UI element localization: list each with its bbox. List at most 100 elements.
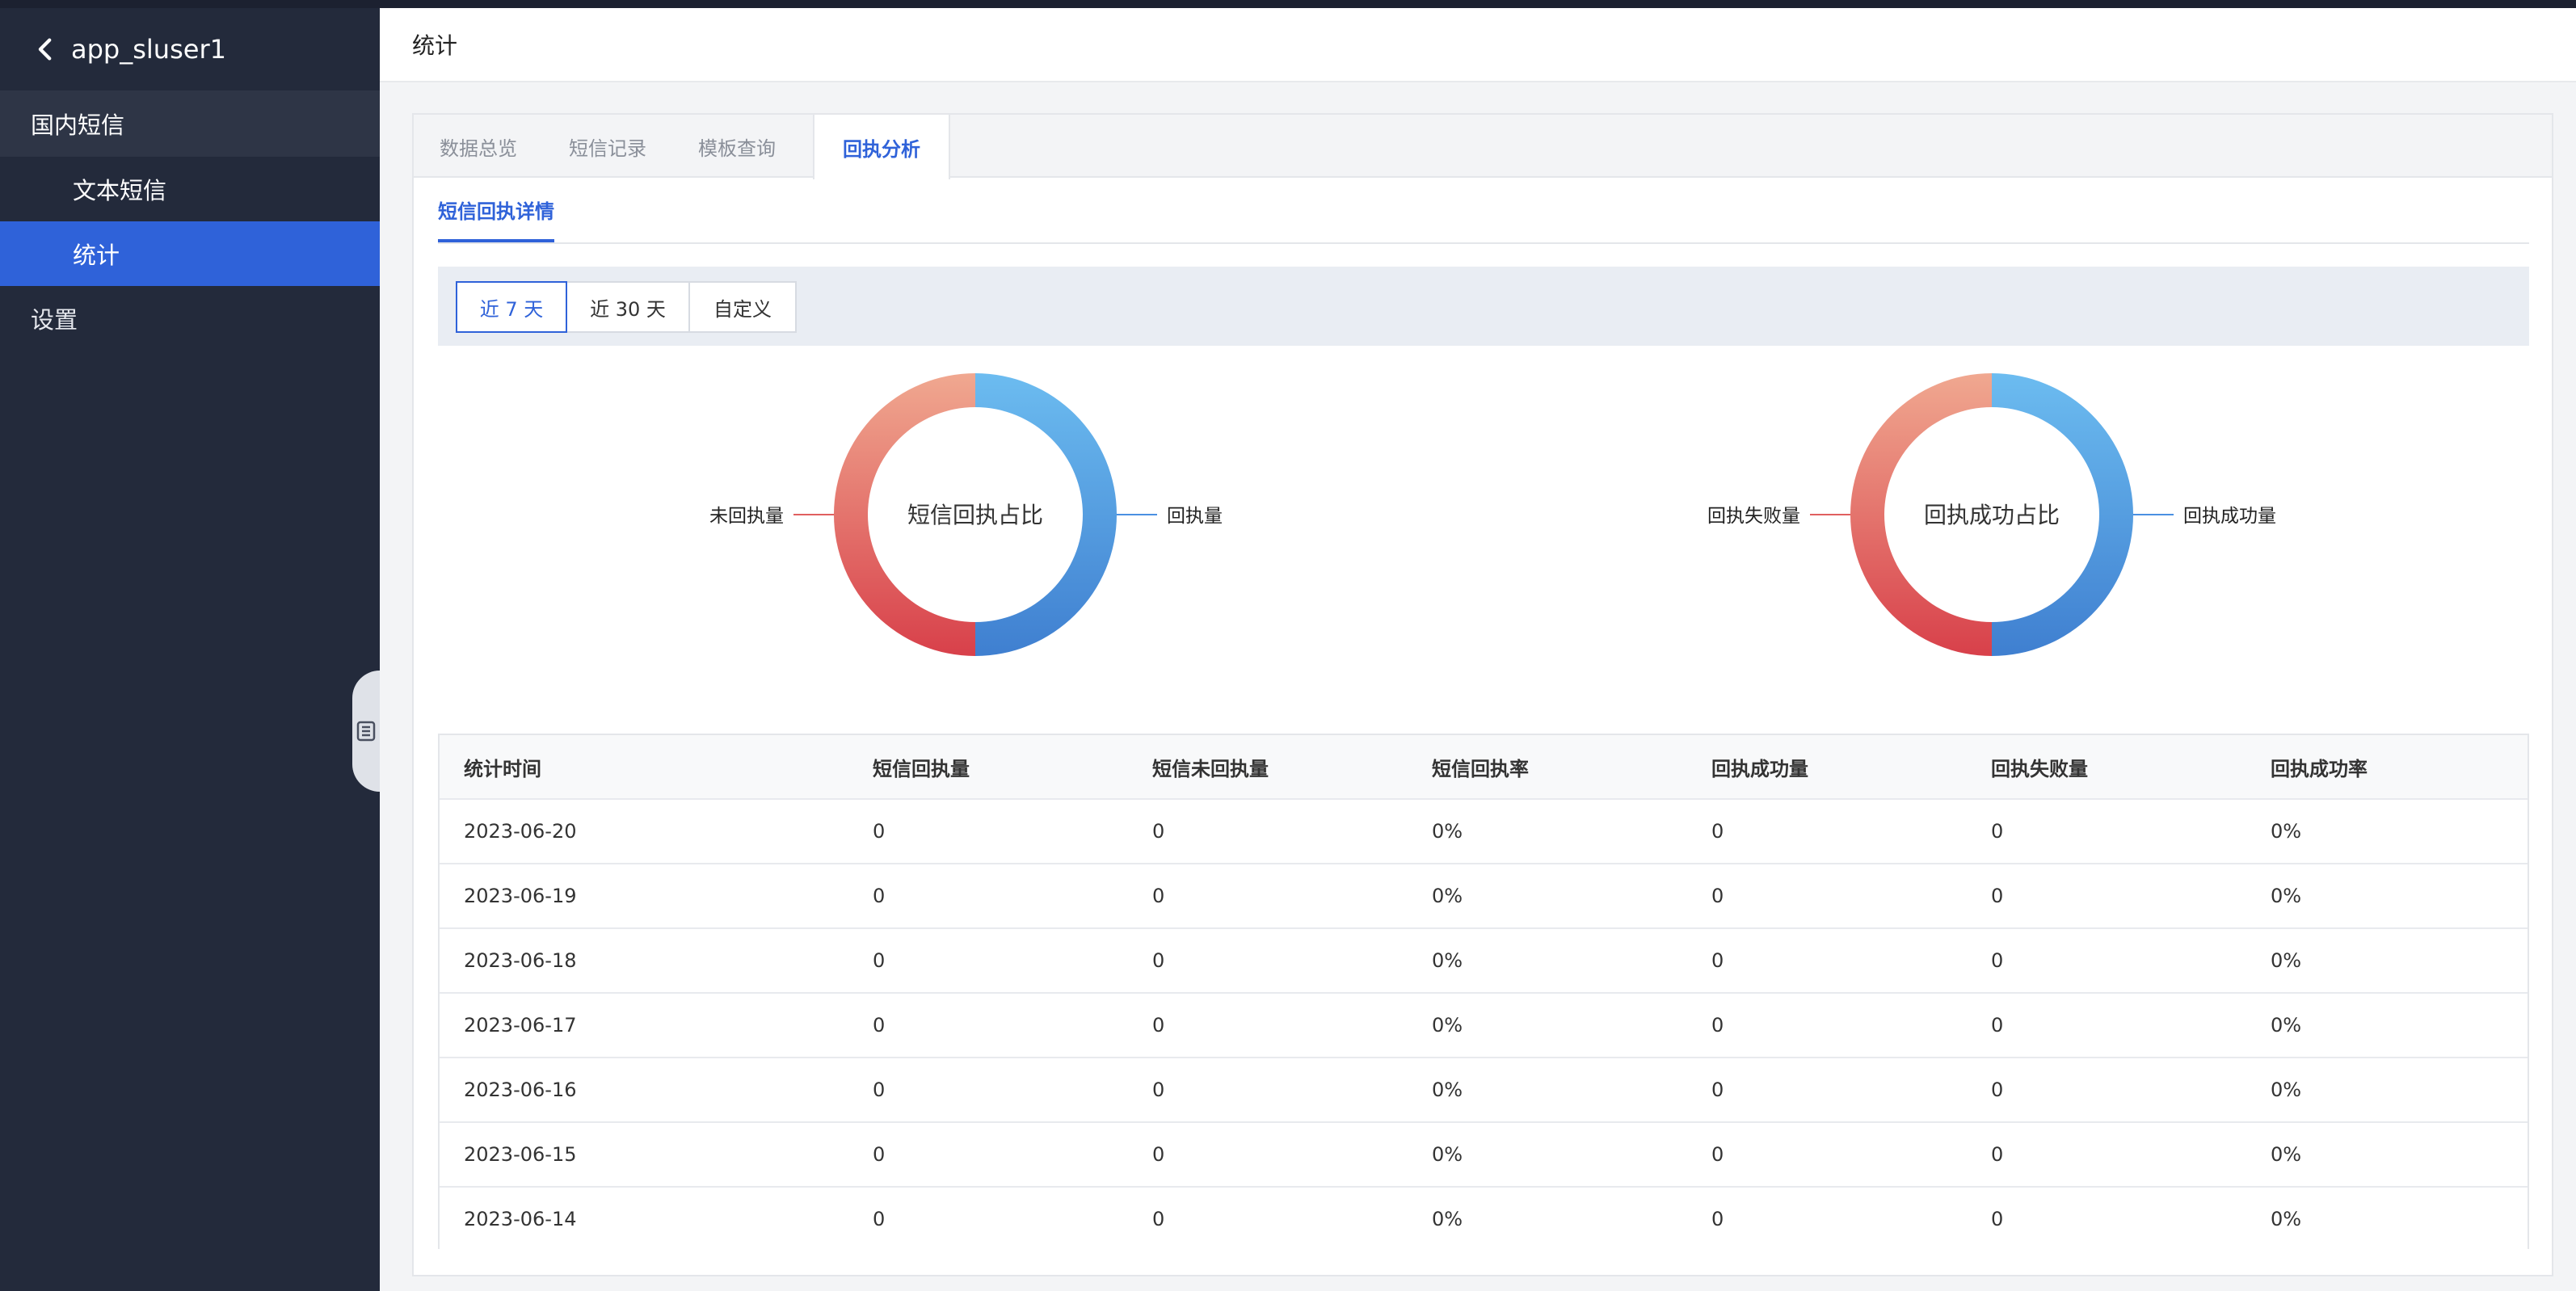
table-row: 2023-06-15 0 0 0% 0 0 0% xyxy=(440,1123,2528,1188)
sidebar-group-domestic-sms[interactable]: 国内短信 xyxy=(0,90,380,157)
tab-label: 数据总览 xyxy=(440,137,517,160)
sidebar-item-label: 设置 xyxy=(31,306,78,334)
tab-overview[interactable]: 数据总览 xyxy=(414,115,543,178)
app-name: app_sluser1 xyxy=(71,34,226,65)
legend-label-receipt: 回执量 xyxy=(1167,506,1223,527)
sidebar-item-text-sms[interactable]: 文本短信 xyxy=(0,157,380,221)
tab-label: 短信记录 xyxy=(569,137,646,160)
table-cell: 0 xyxy=(873,1143,886,1166)
table-row: 2023-06-17 0 0 0% 0 0 0% xyxy=(440,994,2528,1058)
table-cell: 0 xyxy=(1152,885,1165,907)
table-cell: 0% xyxy=(1432,1079,1463,1101)
range-30-days-button[interactable]: 近 30 天 xyxy=(566,281,690,333)
table-row: 2023-06-14 0 0 0% 0 0 0% xyxy=(440,1188,2528,1252)
table-header-cell: 短信回执率 xyxy=(1432,757,1529,780)
sidebar-item-settings[interactable]: 设置 xyxy=(0,286,380,351)
table-cell: 2023-06-18 xyxy=(464,949,577,972)
table-cell: 0 xyxy=(1152,1208,1165,1230)
sidebar-item-label: 统计 xyxy=(73,242,120,269)
table-cell: 0% xyxy=(1432,885,1463,907)
table-row: 2023-06-18 0 0 0% 0 0 0% xyxy=(440,929,2528,994)
range-label: 自定义 xyxy=(713,297,772,321)
table-cell: 0 xyxy=(1991,1143,2004,1166)
table-row: 2023-06-16 0 0 0% 0 0 0% xyxy=(440,1058,2528,1123)
table-cell: 0 xyxy=(1991,820,2004,843)
legend-label-no-receipt: 未回执量 xyxy=(709,506,784,527)
table-cell: 2023-06-15 xyxy=(464,1143,577,1166)
table-cell: 0% xyxy=(1432,949,1463,972)
sidebar: app_sluser1 国内短信 文本短信 统计 设置 xyxy=(0,8,380,1291)
range-custom-button[interactable]: 自定义 xyxy=(688,281,797,333)
table-cell: 2023-06-19 xyxy=(464,885,577,907)
table-cell: 0 xyxy=(1711,1014,1724,1037)
chevron-left-icon xyxy=(38,38,52,61)
table-header-cell: 回执失败量 xyxy=(1991,757,2088,780)
tab-label: 回执分析 xyxy=(843,137,920,161)
tab-receipt-analysis[interactable]: 回执分析 xyxy=(813,115,950,179)
table-header-row: 统计时间 短信回执量 短信未回执量 短信回执率 回执成功量 回执失败量 回执成功率 xyxy=(440,735,2528,800)
table-cell: 0% xyxy=(1432,1143,1463,1166)
table-cell: 0 xyxy=(873,1208,886,1230)
sidebar-group-label: 国内短信 xyxy=(31,111,125,139)
tab-sms-records[interactable]: 短信记录 xyxy=(543,115,672,178)
subtab-label: 短信回执详情 xyxy=(438,200,554,223)
table-cell: 0% xyxy=(2271,820,2302,843)
table-header-cell: 回执成功量 xyxy=(1711,757,1808,780)
table-cell: 0 xyxy=(1711,820,1724,843)
tab-bar: 数据总览 短信记录 模板查询 回执分析 xyxy=(414,115,2552,179)
tab-template-query[interactable]: 模板查询 xyxy=(672,115,802,178)
legend-label-success: 回执成功量 xyxy=(2183,506,2276,527)
table-cell: 0 xyxy=(873,1079,886,1101)
tab-label: 模板查询 xyxy=(698,137,776,160)
table-cell: 0 xyxy=(1991,1079,2004,1101)
table-cell: 0 xyxy=(1991,1014,2004,1037)
table-header-cell: 回执成功率 xyxy=(2271,757,2368,780)
subtab-receipt-details[interactable]: 短信回执详情 xyxy=(438,196,554,242)
donut-svg: 回执成功占比 回执成功量 回执失败量 xyxy=(1707,373,2276,656)
table-cell: 0 xyxy=(1152,1143,1165,1166)
table-cell: 0% xyxy=(2271,949,2302,972)
table-cell: 0 xyxy=(873,820,886,843)
statistics-table: 统计时间 短信回执量 短信未回执量 短信回执率 回执成功量 回执失败量 回执成功率 2023-… xyxy=(438,734,2529,1252)
range-7-days-button[interactable]: 近 7 天 xyxy=(456,281,567,333)
table-row: 2023-06-19 0 0 0% 0 0 0% xyxy=(440,864,2528,929)
content-card: 数据总览 短信记录 模板查询 回执分析 短信回执详情 近 7 天 近 30 天 … xyxy=(412,113,2553,1276)
table-header-cell: 短信未回执量 xyxy=(1152,757,1269,780)
table-cell: 0 xyxy=(873,885,886,907)
sidebar-collapse-toggle[interactable] xyxy=(352,671,380,792)
donut-chart-success-ratio: 回执成功占比 回执成功量 回执失败量 xyxy=(1430,373,2476,777)
table-cell: 2023-06-16 xyxy=(464,1079,577,1101)
table-cell: 0% xyxy=(2271,1208,2302,1230)
table-row: 2023-06-20 0 0 0% 0 0 0% xyxy=(440,800,2528,864)
donut-segment-success xyxy=(1992,373,2133,656)
donut-segment-failure xyxy=(1850,373,1992,656)
table-cell: 0 xyxy=(1711,885,1724,907)
page-header: 统计 xyxy=(380,8,2576,82)
back-to-app-button[interactable]: app_sluser1 xyxy=(0,8,380,90)
donut-segment-no-receipt xyxy=(834,373,975,656)
donut-svg: 短信回执占比 回执量 未回执量 xyxy=(709,373,1223,656)
table-cell: 2023-06-20 xyxy=(464,820,577,843)
table-cell: 0 xyxy=(1152,1014,1165,1037)
table-cell: 0% xyxy=(1432,1014,1463,1037)
table-cell: 0 xyxy=(1711,949,1724,972)
range-label: 近 30 天 xyxy=(590,297,666,321)
table-cell: 0% xyxy=(2271,1079,2302,1101)
table-cell: 0% xyxy=(1432,820,1463,843)
table-cell: 2023-06-14 xyxy=(464,1208,577,1230)
sidebar-item-statistics[interactable]: 统计 xyxy=(0,221,380,286)
donut-chart-receipt-ratio: 短信回执占比 回执量 未回执量 xyxy=(414,373,1459,777)
table-cell: 0 xyxy=(1991,1208,2004,1230)
legend-label-failure: 回执失败量 xyxy=(1707,506,1800,527)
subtab-divider xyxy=(438,242,2529,244)
donut-center-title: 短信回执占比 xyxy=(907,502,1043,528)
table-cell: 0% xyxy=(1432,1208,1463,1230)
table-cell: 0 xyxy=(1152,949,1165,972)
table-cell: 0% xyxy=(2271,1014,2302,1037)
table-cell: 2023-06-17 xyxy=(464,1014,577,1037)
table-cell: 0 xyxy=(1711,1079,1724,1101)
table-cell: 0 xyxy=(873,949,886,972)
table-cell: 0% xyxy=(2271,1143,2302,1166)
menu-collapse-icon xyxy=(356,721,376,742)
table-cell: 0 xyxy=(1711,1208,1724,1230)
